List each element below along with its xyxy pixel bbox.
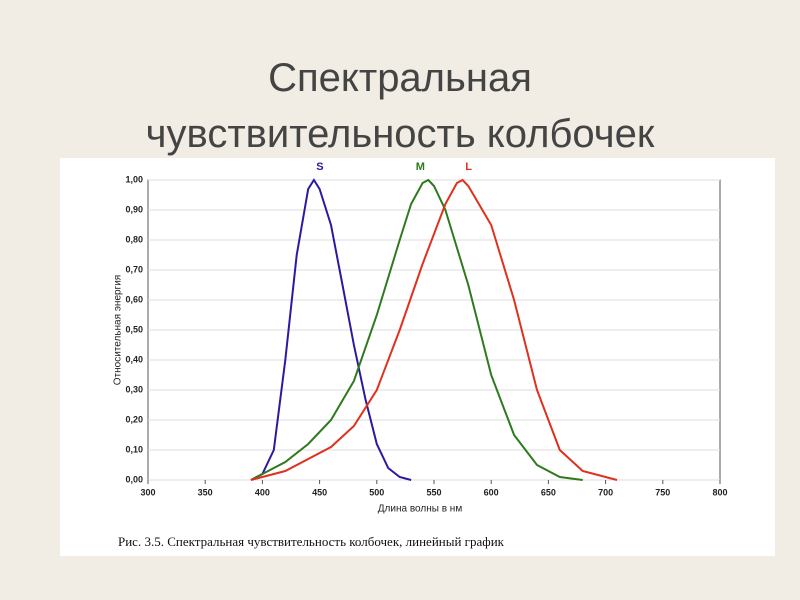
series-line (250, 178, 618, 481)
chart-frame (60, 158, 775, 556)
x-tick-label: 750 (655, 487, 670, 497)
y-tick-label: 0,30 (125, 384, 143, 394)
series-label: S (316, 161, 323, 173)
slide-title: Спектральная чувствительность колбочек (146, 56, 655, 156)
y-tick-label: 0,20 (125, 414, 143, 424)
x-tick-label: 650 (541, 487, 556, 497)
x-tick-label: 350 (198, 487, 213, 497)
series-label: M (416, 161, 425, 173)
y-tick-label: 0,80 (125, 234, 143, 244)
y-tick-label: 0,70 (125, 264, 143, 274)
x-tick-label: 450 (312, 487, 327, 497)
x-tick-label: 500 (369, 487, 384, 497)
y-tick-label: 0,10 (125, 444, 143, 454)
x-tick-label: 400 (255, 487, 270, 497)
y-tick-label: 0,60 (125, 294, 143, 304)
y-tick-label: 1,00 (125, 174, 143, 184)
x-tick-label: 700 (598, 487, 613, 497)
caption: Рис. 3.5. Спектральная чувствительность … (118, 534, 505, 549)
x-axis-label: Длина волны в нм (378, 504, 463, 515)
x-tick-label: 550 (426, 487, 441, 497)
y-tick-label: 0,00 (125, 474, 143, 484)
y-tick-label: 0,40 (125, 354, 143, 364)
x-tick-label: 800 (712, 487, 727, 497)
series-line (250, 178, 583, 481)
series-label: L (465, 161, 472, 173)
y-axis-label: Относительная энергия (113, 275, 124, 385)
x-tick-label: 600 (484, 487, 499, 497)
y-tick-label: 0,90 (125, 204, 143, 214)
series-line (250, 178, 412, 481)
x-tick-label: 300 (140, 487, 155, 497)
y-tick-label: 0,50 (125, 324, 143, 334)
